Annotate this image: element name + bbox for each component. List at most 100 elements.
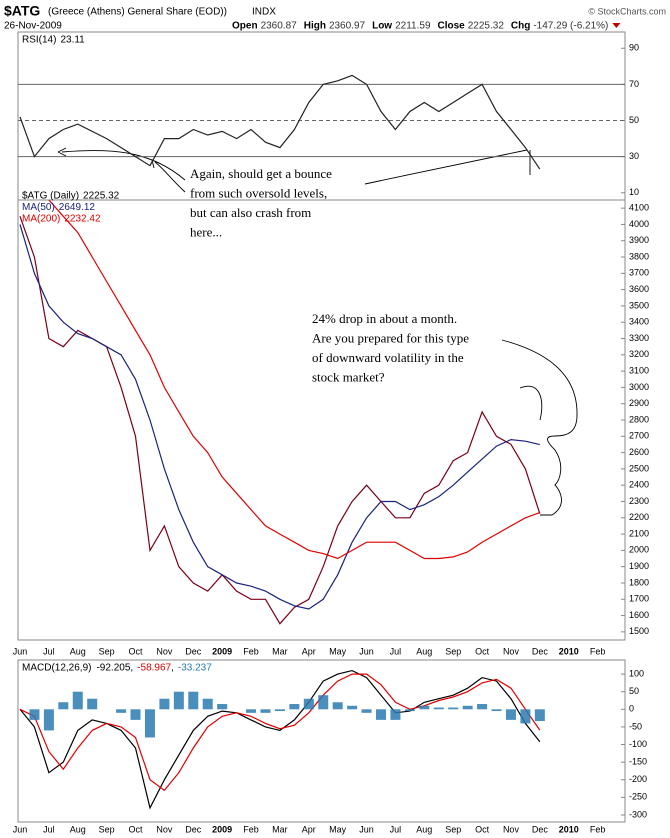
annotation: here...: [190, 224, 222, 239]
x-tick-label: Jul: [43, 824, 55, 834]
panel: [17, 659, 626, 823]
histogram-bar: [448, 707, 459, 710]
annotation: stock market?: [312, 369, 385, 384]
x-tick-label: Dec: [185, 824, 202, 834]
histogram-bar: [144, 709, 155, 738]
legend-value: -92.205: [96, 663, 130, 674]
histogram-bar: [361, 709, 372, 713]
y-tick-label: -100: [629, 739, 647, 749]
histogram-bar: [29, 709, 40, 720]
y-tick-label: 3800: [629, 251, 649, 261]
x-tick-label: Apr: [302, 824, 316, 834]
y-tick-label: 4000: [629, 219, 649, 229]
y-tick-label: 1800: [629, 577, 649, 587]
y-tick-label: 2700: [629, 431, 649, 441]
histogram-bar: [116, 709, 127, 713]
y-tick-label: 2100: [629, 528, 649, 538]
histogram-bar: [303, 698, 314, 710]
x-tick-label: Aug: [70, 824, 86, 834]
quote-value: 2360.87: [261, 21, 298, 32]
y-tick-label: 3200: [629, 349, 649, 359]
y-tick-label: -150: [629, 757, 647, 767]
histogram-bar: [130, 709, 141, 720]
y-tick-label: 3000: [629, 382, 649, 392]
x-tick-label: Jun: [359, 824, 374, 834]
histogram-bar: [173, 691, 184, 710]
x-tick-label: May: [329, 646, 347, 656]
y-tick-label: -250: [629, 792, 647, 802]
index-name: (Greece (Athens) General Share (EOD)): [48, 7, 227, 18]
panel: [17, 199, 626, 641]
x-tick-label: Nov: [156, 646, 173, 656]
y-tick-label: 2400: [629, 480, 649, 490]
down-marker: [612, 23, 621, 28]
y-tick-label: -300: [629, 809, 647, 819]
histogram-bar: [332, 702, 343, 710]
x-tick-label: Feb: [243, 824, 259, 834]
y-tick-label: 2600: [629, 447, 649, 457]
quote-value: 2360.97: [329, 21, 366, 32]
series-line: [19, 673, 541, 792]
legend-separator: ,: [130, 663, 133, 674]
annotation: of downward volatility in the: [312, 350, 464, 365]
histogram-bar: [260, 709, 271, 713]
x-tick-label: Apr: [302, 646, 316, 656]
histogram-bar: [318, 695, 329, 710]
y-tick-label: -50: [629, 721, 642, 731]
histogram-bar: [72, 691, 83, 710]
x-tick-label: Jun: [13, 824, 28, 834]
quote-label: Chg: [511, 21, 530, 32]
y-tick-label: 4100: [629, 203, 649, 213]
y-tick-label: 100: [629, 668, 644, 678]
arrow: [61, 150, 186, 181]
symbol: $ATG: [4, 3, 40, 19]
histogram-bar: [217, 704, 228, 710]
x-tick-label: Dec: [185, 646, 202, 656]
x-tick-label: Dec: [532, 646, 549, 656]
histogram-bar: [491, 709, 502, 712]
x-tick-label: Sep: [445, 646, 461, 656]
x-tick-label: Feb: [243, 646, 259, 656]
histogram-bar: [534, 709, 545, 722]
x-tick-label: Oct: [129, 646, 144, 656]
y-tick-label: 3700: [629, 268, 649, 278]
legend-name: MA(50): [22, 202, 55, 213]
legend-value: 23.11: [60, 35, 85, 46]
annotation: 24% drop in about a month.: [312, 311, 457, 326]
x-tick-label: Jul: [390, 824, 402, 834]
histogram-bar: [419, 705, 430, 710]
credit: © StockCharts.com: [588, 6, 666, 16]
x-tick-label: Aug: [416, 646, 432, 656]
series-line: [19, 224, 540, 610]
legend-name: MA(200): [22, 214, 60, 225]
brace: [501, 339, 578, 516]
x-tick-label: Nov: [503, 646, 520, 656]
y-tick-label: 2500: [629, 463, 649, 473]
y-tick-label: 3600: [629, 284, 649, 294]
x-tick-label: Jun: [13, 646, 28, 656]
y-tick-label: 3300: [629, 333, 649, 343]
series-line: [19, 216, 541, 625]
x-tick-label: Feb: [590, 646, 606, 656]
histogram-bar: [274, 709, 285, 712]
y-tick-label: 2200: [629, 512, 649, 522]
x-tick-label: 2009: [212, 824, 232, 834]
quote-label: Open: [232, 21, 258, 32]
y-tick-label: 2800: [629, 414, 649, 424]
date: 26-Nov-2009: [4, 21, 62, 32]
histogram-bar: [188, 691, 199, 710]
y-tick-label: 1600: [629, 610, 649, 620]
quote-label: High: [304, 21, 326, 32]
arrow: [364, 149, 528, 185]
histogram-bar: [58, 702, 69, 710]
x-tick-label: Jul: [390, 646, 402, 656]
x-tick-label: Nov: [503, 824, 520, 834]
y-tick-label: 50: [629, 115, 639, 125]
y-tick-label: 3900: [629, 235, 649, 245]
brace: [519, 385, 543, 421]
histogram-bar: [520, 709, 531, 724]
legend-name: $ATG (Daily): [22, 191, 79, 202]
legend-value: 2649.12: [59, 202, 96, 213]
x-tick-label: Mar: [272, 646, 288, 656]
histogram-bar: [246, 709, 257, 713]
